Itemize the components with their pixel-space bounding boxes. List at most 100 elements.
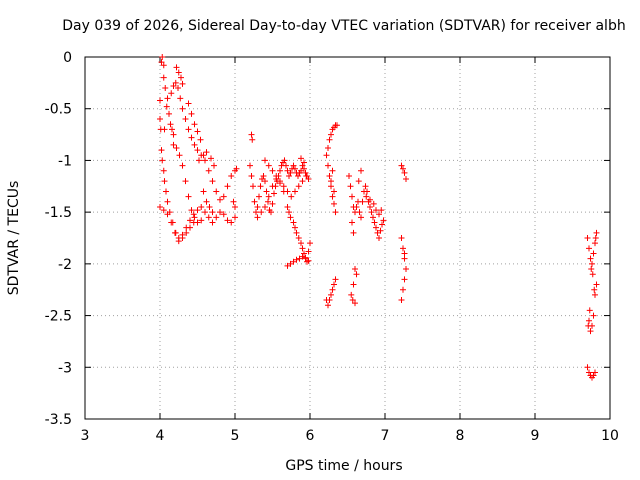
data-point <box>160 62 167 69</box>
data-point <box>298 155 304 162</box>
data-point <box>220 193 227 200</box>
data-point <box>160 74 167 81</box>
data-point <box>176 152 183 159</box>
data-point <box>190 219 197 226</box>
data-point <box>401 169 408 176</box>
data-point <box>303 172 310 179</box>
data-point <box>173 64 180 71</box>
data-point <box>400 286 406 293</box>
data-point <box>262 178 268 185</box>
data-point <box>328 291 334 298</box>
data-point <box>163 103 170 110</box>
data-point <box>170 131 177 138</box>
y-tick-labels: 0 -0.5 -1 -1.5 -2 -2.5 -3 -3.5 <box>45 50 72 428</box>
data-point <box>325 302 331 309</box>
data-point <box>196 157 202 164</box>
data-point <box>305 176 312 183</box>
data-point <box>256 193 262 200</box>
x-tick-label: 3 <box>81 428 90 444</box>
data-point <box>283 162 289 169</box>
data-point <box>380 217 387 224</box>
data-point <box>233 165 240 172</box>
data-point <box>370 214 376 221</box>
data-point <box>228 219 235 226</box>
data-point <box>280 183 287 190</box>
data-point <box>220 211 227 218</box>
data-point <box>185 126 192 133</box>
data-point <box>401 250 408 257</box>
data-point <box>269 183 276 190</box>
data-point <box>265 193 272 200</box>
data-point <box>168 90 175 97</box>
data-point <box>586 307 593 314</box>
data-point <box>401 276 408 283</box>
y-axis-label: SDTVAR / TECUs <box>6 181 22 296</box>
data-point <box>592 240 598 247</box>
data-point <box>323 152 330 159</box>
data-point <box>164 198 171 205</box>
x-tick-label: 5 <box>231 428 240 444</box>
x-tick-labels: 3 4 5 6 7 8 9 10 <box>81 428 619 444</box>
data-point <box>262 203 268 210</box>
data-point <box>179 235 186 241</box>
data-point <box>295 235 302 241</box>
data-point <box>281 157 288 164</box>
data-point <box>400 165 406 172</box>
data-point <box>191 141 198 148</box>
data-point <box>183 229 190 236</box>
data-point <box>158 147 165 154</box>
data-point <box>376 235 382 241</box>
data-point <box>158 59 165 66</box>
data-point <box>269 200 276 207</box>
data-point <box>288 193 295 200</box>
data-point <box>200 188 207 195</box>
data-point <box>398 235 405 241</box>
data-point <box>350 229 357 236</box>
data-point <box>160 167 167 174</box>
data-point <box>260 172 267 179</box>
data-point <box>206 203 213 210</box>
data-point <box>368 209 375 216</box>
data-point <box>326 136 333 143</box>
data-point <box>217 209 223 216</box>
plot-frame <box>84 56 611 420</box>
data-point <box>585 322 592 329</box>
data-point <box>179 80 186 87</box>
data-point <box>302 169 309 176</box>
data-point <box>213 214 220 221</box>
data-point <box>373 224 379 231</box>
data-point <box>250 183 256 190</box>
data-point <box>286 209 292 216</box>
data-point <box>265 198 271 205</box>
data-point <box>258 209 265 216</box>
data-point <box>584 235 591 241</box>
x-axis-label: GPS time / hours <box>285 458 402 474</box>
data-point <box>164 95 171 102</box>
data-point <box>169 126 175 133</box>
data-point <box>591 286 598 293</box>
data-point <box>589 271 596 278</box>
data-point <box>177 95 184 102</box>
data-point <box>262 157 268 164</box>
data-points <box>157 54 600 381</box>
data-point <box>325 162 331 169</box>
data-point <box>265 162 272 169</box>
data-point <box>248 131 255 138</box>
data-point <box>358 214 364 221</box>
data-point <box>293 256 300 263</box>
tick-marks <box>84 56 611 420</box>
data-point <box>307 240 313 247</box>
data-point <box>194 207 201 214</box>
y-tick-label: -0.5 <box>45 102 72 118</box>
data-point <box>287 169 294 176</box>
data-point <box>205 167 212 174</box>
data-point <box>249 136 256 143</box>
data-point <box>586 245 592 252</box>
data-point <box>355 178 362 185</box>
data-point <box>203 198 210 205</box>
x-tick-label: 4 <box>156 428 165 444</box>
data-point <box>592 369 598 376</box>
data-point <box>161 126 168 133</box>
data-point <box>224 183 231 190</box>
data-point <box>378 207 385 214</box>
